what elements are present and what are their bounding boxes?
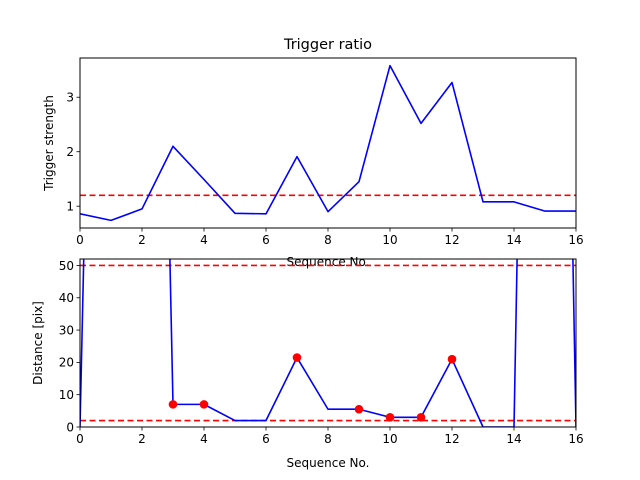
y-tick-label: 50 xyxy=(59,259,74,273)
x-tick-label: 4 xyxy=(200,233,208,247)
data-point xyxy=(168,400,178,409)
data-point xyxy=(447,354,457,364)
y-tick-label: 30 xyxy=(59,323,74,337)
x-tick-label: 6 xyxy=(262,432,270,446)
y-tick-label: 20 xyxy=(59,356,74,370)
x-tick-label: 8 xyxy=(324,233,332,247)
x-tick-label: 0 xyxy=(76,233,84,247)
x-tick-label: 4 xyxy=(200,432,208,446)
data-point xyxy=(354,404,364,414)
data-point xyxy=(292,353,302,362)
y-tick-label: 3 xyxy=(66,91,74,105)
x-tick-label: 16 xyxy=(568,233,583,247)
data-point xyxy=(385,413,395,422)
x-axis-label: Sequence No. xyxy=(287,456,370,470)
y-tick-label: 40 xyxy=(59,291,74,305)
y-tick-label: 1 xyxy=(66,200,74,214)
x-tick-label: 10 xyxy=(382,432,397,446)
x-tick-label: 2 xyxy=(138,432,146,446)
x-tick-label: 8 xyxy=(324,432,332,446)
x-tick-label: 12 xyxy=(444,233,459,247)
x-axis-label: Sequence No. xyxy=(287,255,370,269)
plot-area xyxy=(80,64,576,222)
data-point xyxy=(416,413,426,422)
x-tick-label: 16 xyxy=(568,432,583,446)
series-line-1 xyxy=(80,64,576,222)
chart-title: Trigger ratio xyxy=(283,37,372,53)
y-tick-label: 2 xyxy=(66,145,74,159)
y-tick-label: 10 xyxy=(59,388,74,402)
y-axis-label: Trigger strength xyxy=(42,95,56,192)
x-tick-label: 14 xyxy=(506,432,521,446)
x-tick-label: 2 xyxy=(138,233,146,247)
series-line-1 xyxy=(80,259,576,427)
plot-area xyxy=(80,259,576,427)
y-axis-label: Distance [pix] xyxy=(31,301,45,385)
trigger-ratio-chart: Sequence No. Trigger ratio Trigger stren… xyxy=(42,37,584,269)
x-tick-label: 10 xyxy=(382,233,397,247)
distance-chart: Distance [pix] Sequence No. 0 2 4 6 8 10 12 14 1… xyxy=(31,258,584,470)
data-point xyxy=(199,400,209,409)
y-tick-label: 0 xyxy=(66,420,74,434)
x-tick-label: 14 xyxy=(506,233,521,247)
x-tick-label: 6 xyxy=(262,233,270,247)
x-tick-label: 12 xyxy=(444,432,459,446)
x-tick-label: 0 xyxy=(76,432,84,446)
